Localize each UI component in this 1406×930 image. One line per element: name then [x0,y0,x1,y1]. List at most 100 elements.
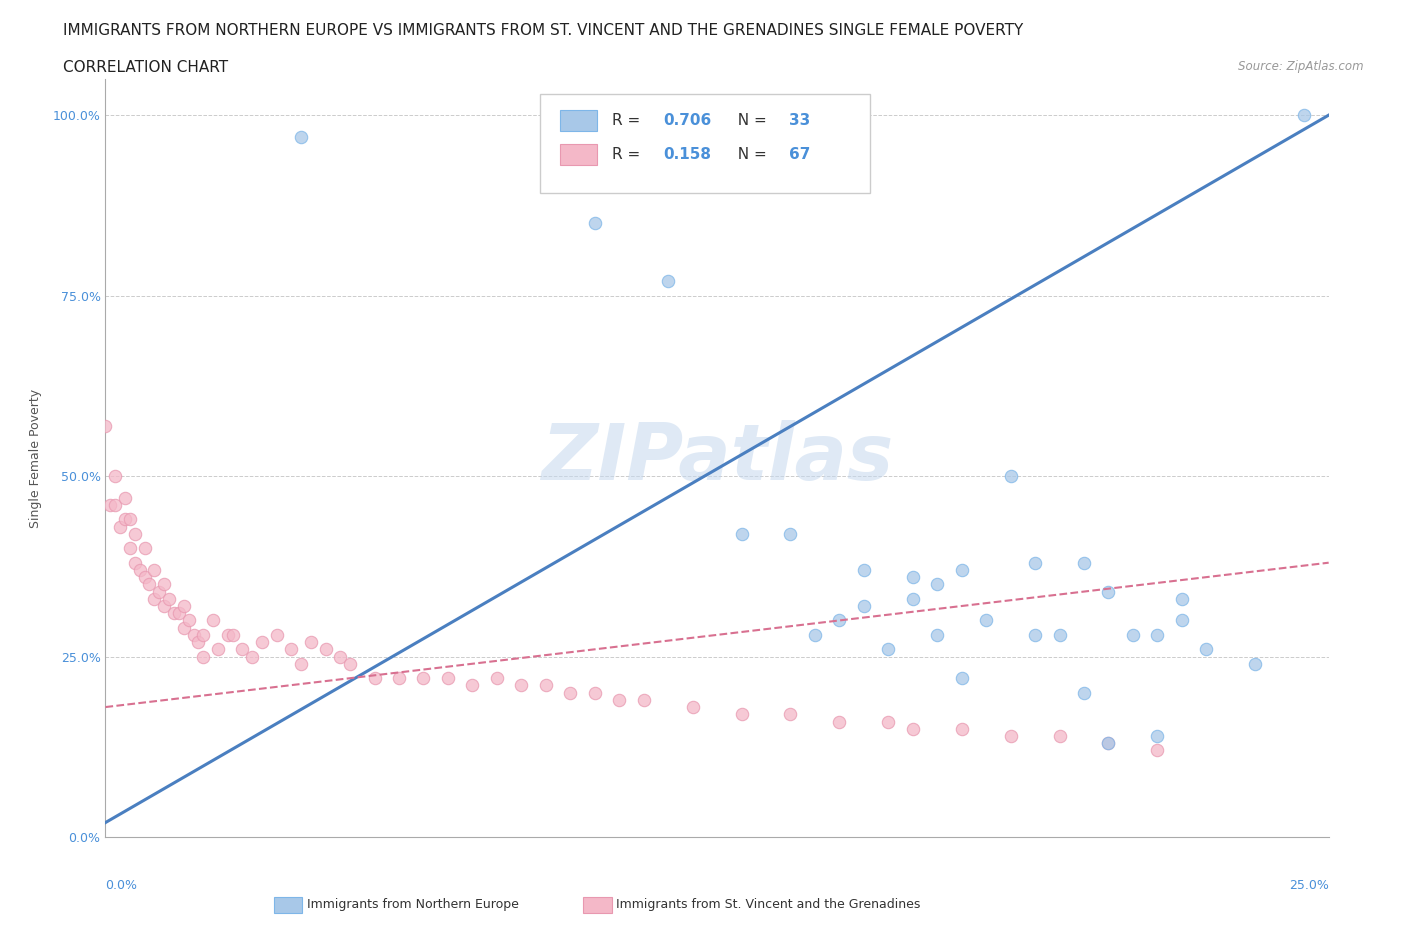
Point [583,685,606,700]
Point [266,628,288,643]
Point [94,418,117,433]
Point [779,707,801,722]
Point [485,671,508,685]
Text: ZIPatlas: ZIPatlas [541,420,893,496]
Text: 0.158: 0.158 [664,147,711,163]
Point [633,693,655,708]
Point [779,526,801,541]
Text: R =: R = [612,147,645,163]
Point [877,642,900,657]
Point [143,563,166,578]
Point [1244,657,1267,671]
Point [163,605,186,620]
Point [177,613,200,628]
Text: R =: R = [612,113,645,128]
Point [290,657,312,671]
Point [217,628,239,643]
Point [437,671,460,685]
Point [828,613,851,628]
Point [128,563,150,578]
Point [852,563,875,578]
Point [804,628,827,643]
Point [1049,628,1071,643]
Point [1097,736,1119,751]
Point [104,498,127,512]
Point [339,657,361,671]
Text: 25.0%: 25.0% [1289,879,1329,892]
Point [187,634,209,649]
Point [118,541,141,556]
Point [388,671,411,685]
Point [730,707,752,722]
Text: Source: ZipAtlas.com: Source: ZipAtlas.com [1239,60,1364,73]
Point [167,605,190,620]
Point [1024,555,1046,570]
Point [1294,108,1316,123]
Point [927,577,949,591]
Point [231,642,253,657]
Point [134,570,156,585]
Point [1122,628,1144,643]
Point [852,599,875,614]
Point [124,526,146,541]
Bar [561,110,598,131]
Point [901,722,924,737]
Point [202,613,225,628]
Text: 0.706: 0.706 [664,113,711,128]
Point [1195,642,1218,657]
Point [329,649,352,664]
Point [143,591,166,606]
Text: Immigrants from Northern Europe: Immigrants from Northern Europe [307,898,519,911]
Point [1024,628,1046,643]
Point [114,490,136,505]
Point [950,722,973,737]
Point [207,642,229,657]
Point [1146,743,1168,758]
Text: 33: 33 [789,113,810,128]
Point [173,599,195,614]
Point [114,512,136,526]
Point [315,642,337,657]
Point [534,678,557,693]
Y-axis label: Single Female Poverty: Single Female Poverty [28,389,42,527]
Point [657,273,679,288]
Point [193,649,215,664]
Text: 0.0%: 0.0% [105,879,138,892]
Point [363,671,385,685]
Point [1049,728,1071,743]
Point [1171,591,1194,606]
Point [1000,728,1022,743]
Point [134,541,156,556]
Point [299,634,322,649]
Point [1073,555,1095,570]
Text: IMMIGRANTS FROM NORTHERN EUROPE VS IMMIGRANTS FROM ST. VINCENT AND THE GRENADINE: IMMIGRANTS FROM NORTHERN EUROPE VS IMMIG… [63,23,1024,38]
Point [828,714,851,729]
Point [950,563,973,578]
Point [927,628,949,643]
Point [583,216,606,231]
Point [290,129,312,144]
Text: N =: N = [728,113,772,128]
Point [118,512,141,526]
Point [1073,685,1095,700]
Point [153,599,176,614]
Point [250,634,273,649]
Point [183,628,205,643]
Point [221,628,243,643]
Point [157,591,180,606]
Point [974,613,997,628]
Point [153,577,176,591]
Point [1097,736,1119,751]
Point [193,628,215,643]
Text: 67: 67 [789,147,811,163]
Point [104,469,127,484]
Point [1097,584,1119,599]
Point [108,519,131,534]
Bar [561,144,598,166]
Text: Immigrants from St. Vincent and the Grenadines: Immigrants from St. Vincent and the Gren… [616,898,920,911]
Point [510,678,533,693]
Point [412,671,434,685]
Point [124,555,146,570]
Point [1146,628,1168,643]
Point [1171,613,1194,628]
